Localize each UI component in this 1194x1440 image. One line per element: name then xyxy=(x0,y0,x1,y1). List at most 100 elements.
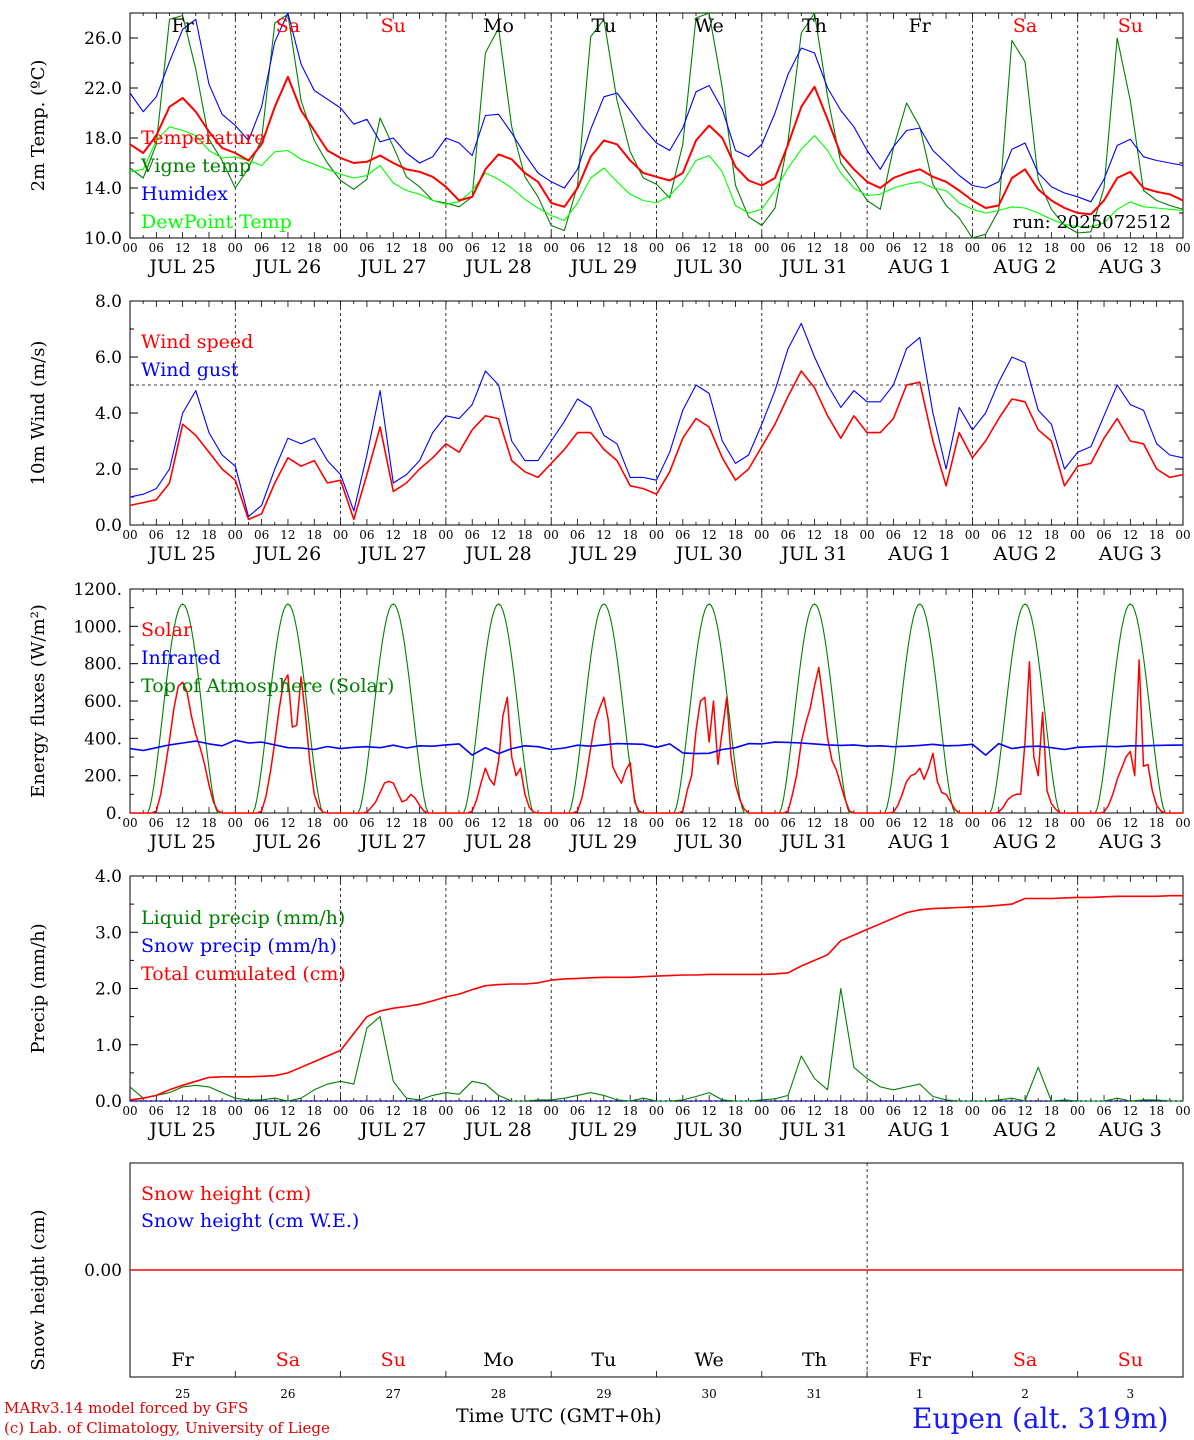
hour-tick-label: 06 xyxy=(570,241,585,255)
day-number: 2 xyxy=(1021,1387,1029,1401)
date-label: JUL 26 xyxy=(253,831,321,853)
day-name: Su xyxy=(1118,15,1143,37)
date-label: JUL 26 xyxy=(253,1119,321,1141)
hour-tick-label: 12 xyxy=(702,528,717,542)
hour-tick-label: 12 xyxy=(175,241,190,255)
hour-tick-label: 06 xyxy=(886,816,901,830)
series-infrared xyxy=(129,739,1184,756)
day-number: 25 xyxy=(175,1387,190,1401)
hour-tick-label: 06 xyxy=(886,241,901,255)
hour-tick-label: 06 xyxy=(149,528,164,542)
day-name: Fr xyxy=(172,15,195,37)
hour-tick-label: 18 xyxy=(1149,241,1164,255)
legend-entry: Wind gust xyxy=(141,359,239,381)
hour-tick-label: 00 xyxy=(438,528,453,542)
hour-tick-label: 06 xyxy=(991,241,1006,255)
day-number: 31 xyxy=(807,1387,822,1401)
date-label: JUL 28 xyxy=(463,256,531,278)
date-label: AUG 3 xyxy=(1098,543,1162,565)
date-label: AUG 3 xyxy=(1098,831,1162,853)
hour-tick-label: 00 xyxy=(438,816,453,830)
hour-tick-label: 12 xyxy=(386,241,401,255)
hour-tick-label: 00 xyxy=(544,816,559,830)
hour-tick-label: 00 xyxy=(859,1104,874,1118)
hour-tick-label: 12 xyxy=(912,1104,927,1118)
hour-tick-label: 12 xyxy=(702,1104,717,1118)
date-label: JUL 30 xyxy=(674,831,742,853)
hour-tick-label: 00 xyxy=(754,1104,769,1118)
legend-entry: Top of Atmosphere (Solar) xyxy=(141,675,394,697)
day-name: Fr xyxy=(172,1349,195,1371)
hour-tick-label: 00 xyxy=(122,528,137,542)
hour-tick-label: 00 xyxy=(859,241,874,255)
hour-tick-label: 18 xyxy=(412,241,427,255)
y-tick-label: 6.0 xyxy=(95,348,122,368)
legend-entry: Snow precip (mm/h) xyxy=(141,935,337,957)
day-name: We xyxy=(695,1349,724,1371)
hour-tick-label: 00 xyxy=(754,241,769,255)
hour-tick-label: 18 xyxy=(1044,528,1059,542)
hour-tick-label: 00 xyxy=(1175,241,1190,255)
hour-tick-label: 12 xyxy=(807,816,822,830)
date-label: JUL 28 xyxy=(463,831,531,853)
hour-tick-label: 06 xyxy=(359,816,374,830)
hour-tick-label: 00 xyxy=(544,241,559,255)
y-tick-label: 1.0 xyxy=(95,1036,122,1056)
y-tick-label: 0.0 xyxy=(95,1092,122,1112)
hour-tick-label: 12 xyxy=(1123,528,1138,542)
hour-tick-label: 00 xyxy=(228,241,243,255)
hour-tick-label: 18 xyxy=(412,816,427,830)
day-number: 29 xyxy=(596,1387,611,1401)
date-label: JUL 25 xyxy=(147,543,215,565)
hour-tick-label: 00 xyxy=(122,1104,137,1118)
day-name: Su xyxy=(381,15,406,37)
hour-tick-label: 06 xyxy=(780,241,795,255)
hour-tick-label: 06 xyxy=(570,1104,585,1118)
date-label: JUL 31 xyxy=(779,831,847,853)
hour-tick-label: 06 xyxy=(675,1104,690,1118)
hour-tick-label: 00 xyxy=(859,528,874,542)
hour-tick-label: 12 xyxy=(1017,1104,1032,1118)
hour-tick-label: 12 xyxy=(1123,1104,1138,1118)
hour-tick-label: 00 xyxy=(965,1104,980,1118)
hour-tick-label: 06 xyxy=(570,816,585,830)
y-tick-label: 4.0 xyxy=(95,404,122,424)
date-label: JUL 25 xyxy=(147,831,215,853)
series-total-cumulated xyxy=(129,894,1183,1101)
hour-tick-label: 00 xyxy=(333,528,348,542)
hour-tick-label: 00 xyxy=(228,528,243,542)
hour-tick-label: 18 xyxy=(1149,816,1164,830)
y-tick-label: 0. xyxy=(106,804,122,824)
y-tick-label: 1000. xyxy=(73,617,122,637)
hour-tick-label: 06 xyxy=(570,528,585,542)
date-label: AUG 2 xyxy=(993,831,1057,853)
hour-tick-label: 12 xyxy=(491,528,506,542)
date-label: JUL 30 xyxy=(674,1119,742,1141)
hour-tick-label: 18 xyxy=(201,241,216,255)
hour-tick-label: 18 xyxy=(728,528,743,542)
hour-tick-label: 12 xyxy=(175,1104,190,1118)
hour-tick-label: 12 xyxy=(491,1104,506,1118)
series-wind-gust xyxy=(129,322,1184,518)
y-tick-label: 18.0 xyxy=(84,129,122,149)
day-name: Th xyxy=(802,1349,827,1371)
hour-tick-label: 12 xyxy=(491,816,506,830)
day-number: 1 xyxy=(916,1387,924,1401)
day-name: Su xyxy=(1118,1349,1143,1371)
hour-tick-label: 12 xyxy=(1017,816,1032,830)
hour-tick-label: 12 xyxy=(280,528,295,542)
hour-tick-label: 12 xyxy=(912,241,927,255)
hour-tick-label: 06 xyxy=(991,528,1006,542)
hour-tick-label: 06 xyxy=(149,1104,164,1118)
hour-tick-label: 18 xyxy=(517,816,532,830)
hour-tick-label: 06 xyxy=(254,816,269,830)
date-label: JUL 29 xyxy=(569,256,637,278)
y-tick-label: 600. xyxy=(84,692,122,712)
hour-tick-label: 12 xyxy=(280,241,295,255)
hour-tick-label: 12 xyxy=(912,816,927,830)
legend-entry: DewPoint Temp xyxy=(141,211,292,233)
hour-tick-label: 00 xyxy=(438,241,453,255)
hour-tick-label: 00 xyxy=(333,1104,348,1118)
hour-tick-label: 12 xyxy=(1017,241,1032,255)
hour-tick-label: 18 xyxy=(412,1104,427,1118)
